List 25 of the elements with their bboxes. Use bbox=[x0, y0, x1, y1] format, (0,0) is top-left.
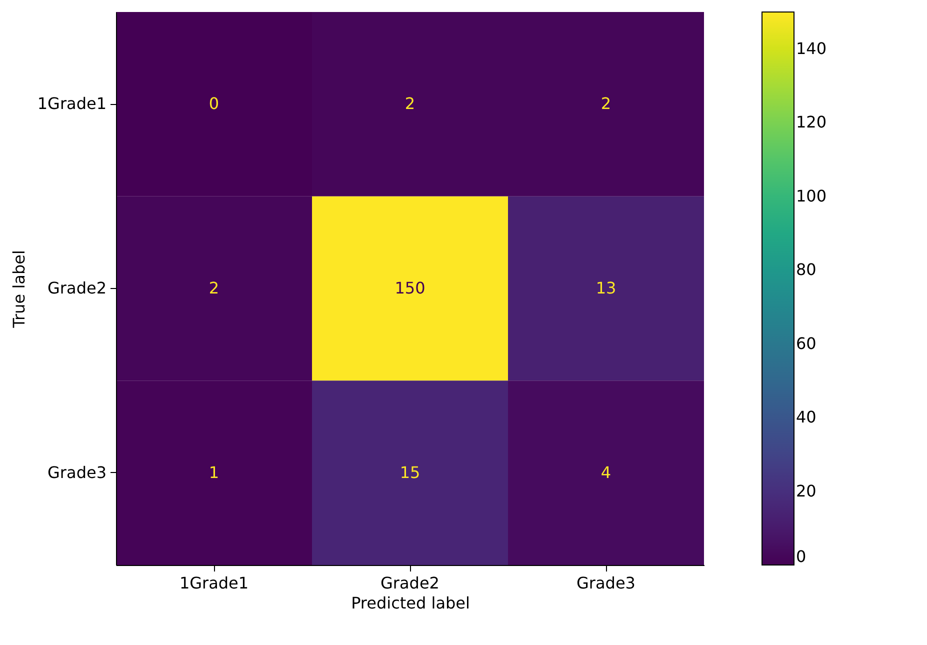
data-label: 4 bbox=[600, 462, 612, 482]
data-label: 2 bbox=[208, 278, 220, 298]
color-bar-label: 80 bbox=[796, 260, 816, 280]
y-tick-label: Grade3 bbox=[48, 462, 106, 482]
data-label: 0 bbox=[208, 94, 220, 114]
x-tick-label: Grade2 bbox=[380, 574, 440, 592]
color-bar-label: 140 bbox=[796, 38, 827, 58]
y-tick-label: Grade2 bbox=[48, 278, 106, 298]
data-label: 13 bbox=[596, 278, 616, 298]
color-bar-label: 20 bbox=[796, 481, 816, 500]
x-axis-title: Predicted label bbox=[351, 594, 470, 612]
color-bar-label: 40 bbox=[796, 408, 816, 427]
color-bar-label: 120 bbox=[796, 112, 827, 132]
data-label: 150 bbox=[394, 278, 426, 298]
color-bar-label: 0 bbox=[796, 547, 806, 566]
color-bar-label: 100 bbox=[796, 186, 827, 206]
data-label: 2 bbox=[600, 94, 612, 114]
y-axis-title: True label bbox=[9, 250, 28, 329]
y-tick-label: 1Grade1 bbox=[37, 94, 106, 114]
x-tick-label: 1Grade1 bbox=[179, 574, 249, 592]
data-label: 2 bbox=[404, 94, 416, 114]
data-label: 1 bbox=[208, 462, 220, 482]
data-label: 15 bbox=[400, 462, 420, 482]
x-tick-label: Grade3 bbox=[576, 574, 636, 592]
color-bar-label: 60 bbox=[796, 334, 816, 353]
